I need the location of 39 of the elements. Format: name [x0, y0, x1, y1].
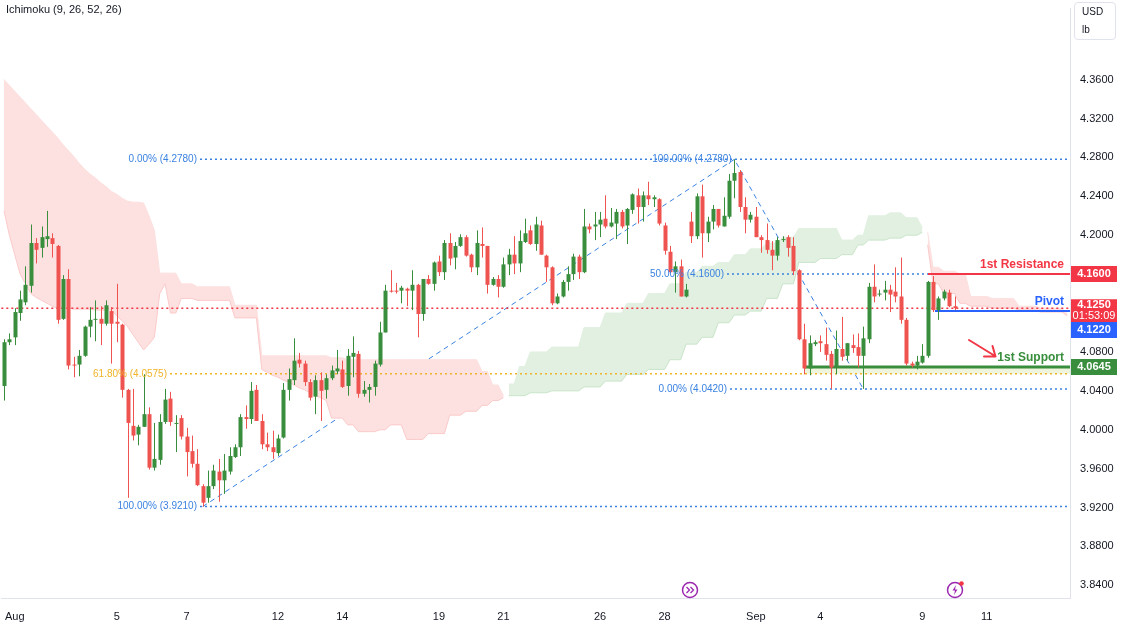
y-tick-label: 3.9600 — [1080, 461, 1114, 474]
x-tick-label: 4 — [817, 609, 824, 622]
x-tick-label: 9 — [919, 609, 926, 622]
y-tick-label: 3.8800 — [1080, 539, 1114, 552]
x-tick-label: 28 — [658, 609, 671, 622]
x-tick-label: 12 — [271, 609, 285, 622]
text: 4.1250 — [1077, 298, 1111, 311]
y-tick-label: 4.0000 — [1080, 422, 1114, 435]
x-tick-label: 5 — [113, 609, 120, 622]
y-tick-label: 4.2000 — [1080, 228, 1114, 241]
ref-line-label: 0.00% (4.0420) — [658, 382, 727, 394]
x-tick-label: 21 — [497, 609, 510, 622]
y-tick-label: 4.2800 — [1080, 150, 1114, 163]
text: 4.1600 — [1077, 267, 1111, 280]
x-tick-label: Sep — [746, 609, 766, 622]
annotation: Ichimoku (9, 26, 52, 26) — [6, 3, 122, 16]
y-tick-label: 4.0800 — [1080, 344, 1114, 357]
ref-line-label: 0.00% (4.2780) — [128, 153, 197, 165]
y-tick-label: 4.0400 — [1080, 383, 1114, 396]
ref-line-label: Pivot — [1034, 294, 1064, 309]
y-tick-label: 4.2400 — [1080, 189, 1114, 202]
x-tick-label: 14 — [336, 609, 349, 622]
ref-line-label: 1st Resistance — [979, 257, 1065, 272]
y-tick-label: 3.9200 — [1080, 500, 1114, 513]
x-tick-label: Aug — [4, 609, 25, 622]
text: USD — [1082, 5, 1104, 17]
ref-line-label: 100.00% (3.9210) — [117, 500, 197, 512]
ref-line-label: 1st Support — [997, 350, 1064, 365]
x-tick-label: 7 — [183, 609, 190, 622]
y-tick-label: 4.3200 — [1080, 111, 1114, 124]
y-tick-label: 3.8400 — [1080, 578, 1114, 591]
x-tick-label: 11 — [981, 609, 993, 622]
text: 01:53:09 — [1072, 309, 1116, 322]
text: 4.0645 — [1077, 360, 1111, 373]
y-tick-label: 4.3600 — [1080, 72, 1114, 85]
x-tick-label: 26 — [593, 609, 607, 622]
text: lb — [1082, 23, 1091, 35]
text: 4.1220 — [1077, 323, 1111, 336]
x-tick-label: 19 — [432, 609, 446, 622]
